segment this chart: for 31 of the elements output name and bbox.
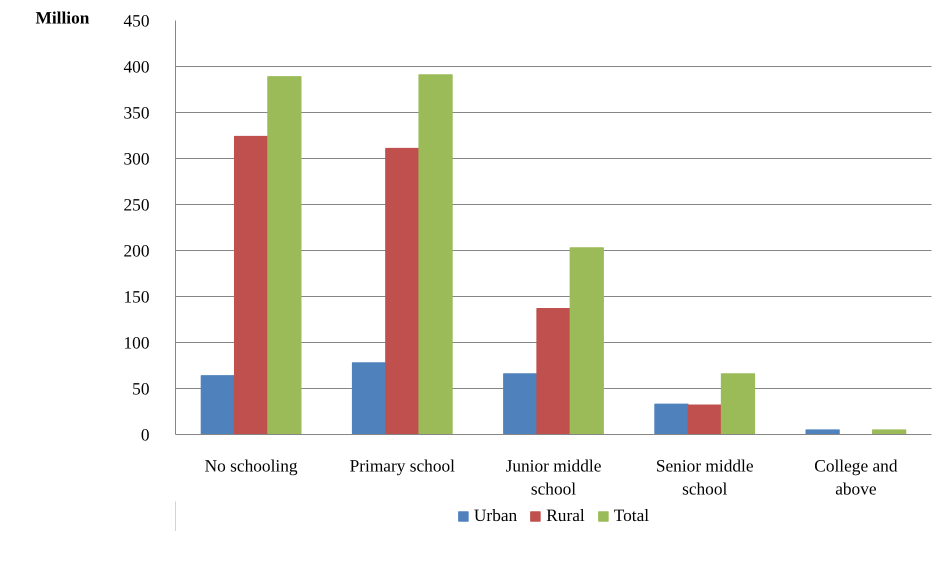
x-tick-label: College and above	[814, 456, 898, 498]
bar	[418, 74, 453, 434]
y-tick-label: 250	[124, 196, 150, 214]
legend-label: Rural	[546, 506, 585, 526]
bar	[570, 247, 604, 434]
y-tick-label: 350	[124, 104, 150, 122]
y-tick-label: 400	[124, 58, 150, 76]
x-tick-label: Junior middle school	[506, 456, 602, 498]
bar	[267, 76, 302, 434]
y-tick-label: 200	[124, 242, 150, 260]
y-tick-label: 300	[124, 150, 150, 168]
y-axis-title: Million	[36, 8, 90, 28]
y-tick-label: 450	[124, 12, 150, 30]
legend-label: Total	[614, 506, 650, 526]
x-tick-label: Primary school	[350, 456, 456, 476]
bar	[536, 308, 571, 434]
y-tick-label: 100	[124, 334, 150, 352]
x-tick-label: No schooling	[204, 456, 298, 476]
bar	[234, 136, 268, 434]
y-tick-label: 150	[124, 288, 150, 306]
bar	[385, 148, 420, 434]
bar	[688, 404, 722, 434]
bar	[352, 362, 386, 434]
bar	[654, 404, 689, 434]
legend-label: Urban	[474, 506, 518, 526]
bar	[720, 373, 756, 434]
x-tick-label: Senior middle school	[656, 456, 754, 498]
bar	[200, 375, 235, 434]
bar	[503, 373, 538, 434]
y-tick-label: 50	[132, 380, 150, 398]
y-tick-label: 0	[140, 426, 150, 444]
